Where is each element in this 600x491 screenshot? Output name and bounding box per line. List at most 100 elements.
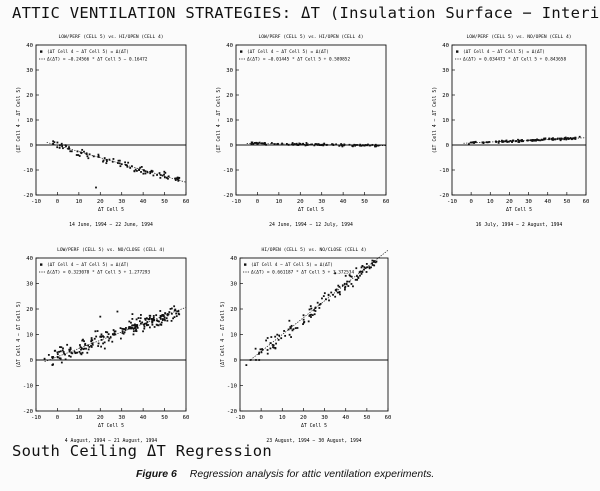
data-point	[572, 137, 575, 140]
data-point	[264, 143, 267, 146]
data-point	[354, 278, 357, 281]
data-point	[252, 142, 255, 145]
data-point	[91, 342, 94, 345]
data-point	[105, 158, 108, 161]
y-tick-label: 30	[26, 68, 33, 74]
data-point	[159, 316, 162, 319]
data-point	[82, 338, 84, 341]
chart-1: LOW/PERF (CELL 5) vs. HI/OPEN (CELL 4) -1…	[16, 34, 189, 228]
data-point	[70, 352, 73, 354]
data-point	[340, 143, 343, 146]
data-point	[281, 142, 283, 145]
data-point	[159, 310, 162, 312]
data-point	[167, 175, 170, 178]
data-point	[102, 335, 104, 338]
data-point	[83, 150, 85, 153]
data-point	[114, 330, 117, 333]
data-point	[520, 139, 523, 142]
y-axis-label: (ΔT Cell 4 − ΔT Cell 5)	[220, 301, 226, 367]
data-point	[167, 177, 169, 180]
data-point	[529, 139, 532, 142]
x-tick-label: 10	[75, 199, 82, 205]
data-point	[348, 274, 351, 277]
data-point	[552, 139, 554, 141]
data-point	[132, 333, 135, 336]
data-point	[144, 170, 147, 173]
x-axis-label: ΔT Cell 5	[98, 207, 124, 213]
y-tick-label: 10	[442, 118, 449, 124]
data-point	[106, 335, 109, 338]
data-point	[288, 319, 291, 322]
data-point	[79, 352, 82, 355]
data-point	[164, 171, 167, 174]
data-point	[308, 315, 311, 317]
data-point	[512, 139, 515, 142]
data-point	[97, 342, 100, 345]
data-point	[323, 292, 326, 295]
data-point	[149, 170, 152, 173]
data-point	[276, 143, 279, 146]
data-point	[118, 162, 121, 165]
data-point	[353, 143, 356, 146]
data-point	[132, 324, 135, 327]
data-point	[175, 312, 178, 315]
data-point	[332, 293, 334, 296]
data-point	[177, 179, 180, 182]
y-tick-label: 10	[226, 118, 233, 124]
data-point	[343, 282, 346, 285]
data-point	[152, 318, 154, 321]
data-point	[346, 280, 349, 283]
data-point	[164, 319, 166, 322]
data-point	[125, 327, 127, 329]
x-tick-label: 50	[161, 415, 168, 421]
data-point	[68, 146, 70, 149]
x-tick-label: 20	[506, 199, 513, 205]
data-point	[468, 143, 470, 146]
data-point	[481, 141, 484, 144]
data-point	[120, 163, 123, 166]
data-point	[68, 147, 71, 150]
data-point	[355, 144, 357, 146]
data-point	[325, 143, 328, 146]
data-point	[258, 352, 260, 355]
data-point	[254, 347, 257, 350]
data-point	[368, 266, 371, 268]
data-point	[131, 327, 134, 329]
data-point	[132, 328, 135, 330]
data-point	[60, 346, 63, 349]
y-tick-label: 40	[226, 43, 233, 49]
legend-entry-fit: Δ(ΔT) = −0.24566 * ΔT Cell 5 − 0.16472	[47, 57, 148, 63]
data-point	[318, 303, 321, 306]
data-point	[94, 330, 97, 333]
data-point	[108, 337, 111, 340]
data-point	[548, 137, 551, 140]
data-point	[51, 356, 53, 358]
data-point	[292, 328, 295, 331]
data-point	[131, 313, 134, 315]
data-point	[371, 264, 374, 266]
data-point	[537, 139, 540, 141]
data-point	[132, 330, 135, 333]
data-point	[370, 266, 372, 269]
x-tick-label: 60	[385, 415, 392, 421]
x-tick-label: 40	[140, 415, 147, 421]
data-point	[97, 153, 100, 156]
data-point	[539, 139, 542, 142]
plot-frame	[35, 257, 187, 412]
data-point	[131, 324, 133, 327]
data-point	[270, 142, 273, 144]
data-point	[368, 267, 371, 270]
data-point	[518, 139, 521, 142]
data-point	[90, 339, 93, 341]
data-point	[173, 309, 176, 312]
data-point	[355, 267, 358, 270]
data-point	[506, 141, 509, 143]
data-point	[536, 138, 538, 141]
data-point	[123, 331, 126, 334]
data-point	[564, 137, 567, 140]
data-point	[344, 274, 347, 277]
data-point	[159, 318, 162, 320]
data-point	[327, 294, 330, 297]
data-point	[108, 158, 111, 161]
data-point	[176, 178, 179, 181]
